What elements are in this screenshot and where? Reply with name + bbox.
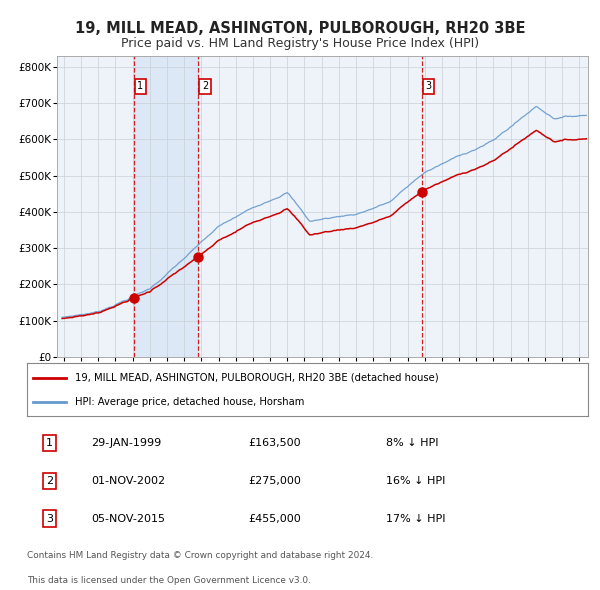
Text: 1: 1 xyxy=(137,81,143,91)
Text: 2: 2 xyxy=(46,476,53,486)
Text: 2: 2 xyxy=(202,81,208,91)
Text: 19, MILL MEAD, ASHINGTON, PULBOROUGH, RH20 3BE (detached house): 19, MILL MEAD, ASHINGTON, PULBOROUGH, RH… xyxy=(74,373,439,383)
Text: £275,000: £275,000 xyxy=(248,476,301,486)
Text: 3: 3 xyxy=(425,81,431,91)
Text: This data is licensed under the Open Government Licence v3.0.: This data is licensed under the Open Gov… xyxy=(27,576,311,585)
Text: HPI: Average price, detached house, Horsham: HPI: Average price, detached house, Hors… xyxy=(74,397,304,407)
Text: £163,500: £163,500 xyxy=(248,438,301,448)
Text: 17% ↓ HPI: 17% ↓ HPI xyxy=(386,514,446,523)
Bar xyxy=(134,56,199,357)
Text: 19, MILL MEAD, ASHINGTON, PULBOROUGH, RH20 3BE: 19, MILL MEAD, ASHINGTON, PULBOROUGH, RH… xyxy=(75,21,525,35)
Text: 3: 3 xyxy=(46,514,53,523)
Text: Contains HM Land Registry data © Crown copyright and database right 2024.: Contains HM Land Registry data © Crown c… xyxy=(27,551,373,560)
Text: 16% ↓ HPI: 16% ↓ HPI xyxy=(386,476,445,486)
Text: £455,000: £455,000 xyxy=(248,514,301,523)
Text: 01-NOV-2002: 01-NOV-2002 xyxy=(92,476,166,486)
Text: Price paid vs. HM Land Registry's House Price Index (HPI): Price paid vs. HM Land Registry's House … xyxy=(121,37,479,50)
Text: 1: 1 xyxy=(46,438,53,448)
Text: 29-JAN-1999: 29-JAN-1999 xyxy=(92,438,162,448)
Text: 05-NOV-2015: 05-NOV-2015 xyxy=(92,514,166,523)
Text: 8% ↓ HPI: 8% ↓ HPI xyxy=(386,438,439,448)
